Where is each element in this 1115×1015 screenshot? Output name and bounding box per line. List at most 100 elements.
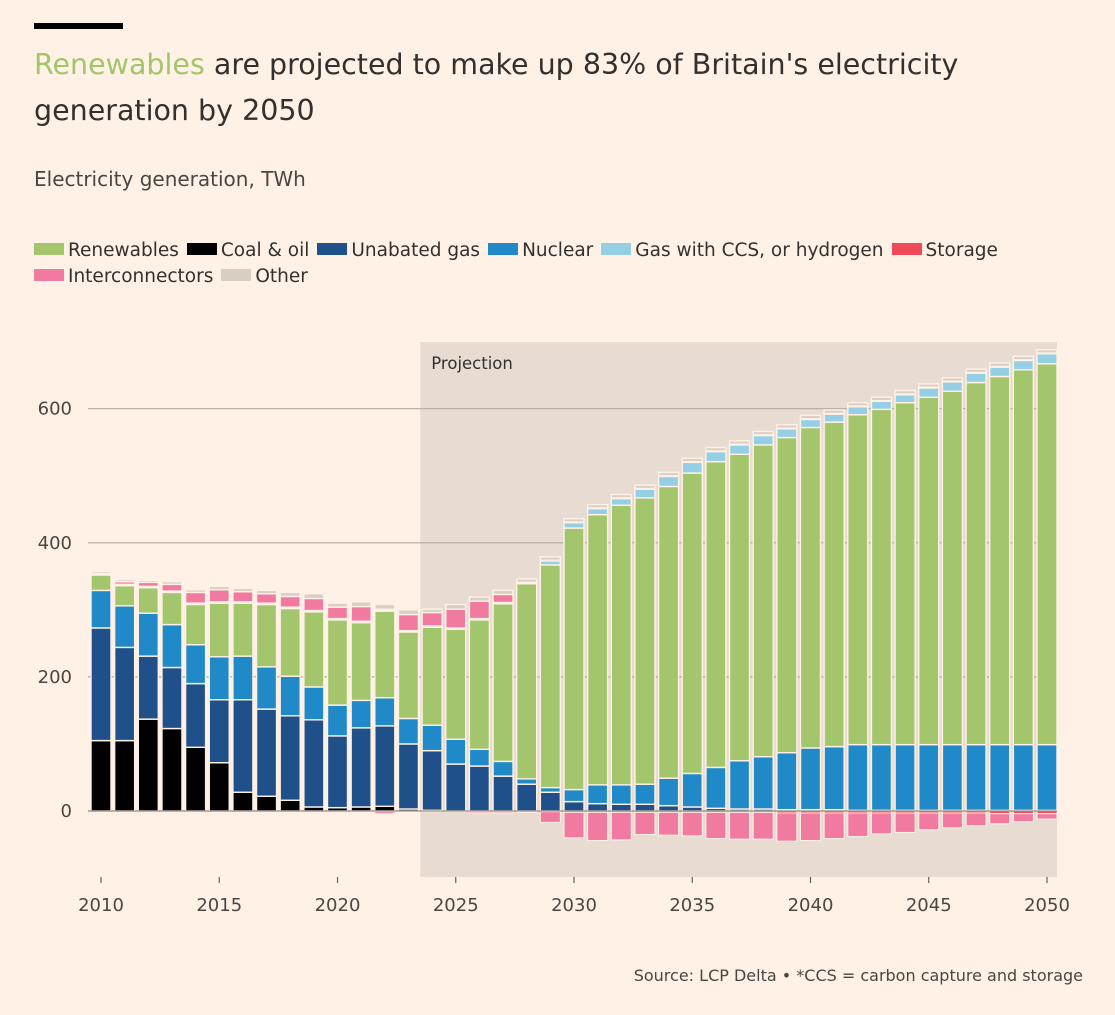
bar-segment-interconnectors-neg-2044 [894,812,916,833]
bar-segment-nuclear-2013 [161,623,183,669]
bar-segment-other-2049 [1012,355,1035,361]
legend-label: Renewables [68,240,179,261]
bar-segment-interconnectors-neg-2048 [989,813,1011,825]
bar-segment-other-2035 [681,457,703,463]
bar-segment-interconnectors-neg-2047 [965,812,987,827]
bar-segment-gas-ccs-hydrogen-2036 [705,450,727,463]
bar-segment-renewables-2023 [397,631,420,720]
bar-segment-interconnectors-neg-2028 [516,811,538,813]
bar-segment-gas-ccs-hydrogen-2047 [965,372,987,384]
y-tick-label: 200 [38,667,72,688]
bar-segment-renewables-2041 [823,421,845,748]
bar-segment-gas-ccs-hydrogen-2031 [586,507,609,516]
bar-segment-gas-ccs-hydrogen-2045 [918,387,940,399]
bar-segment-gas-ccs-hydrogen-2035 [681,461,703,474]
legend-item-storage: Storage [891,238,998,264]
bar-segment-other-2023 [397,609,420,616]
bar-segment-interconnectors-neg-2043 [870,812,892,835]
bar-segment-gas-ccs-hydrogen-2037 [728,444,751,455]
bar-segment-renewables-2034 [657,485,680,779]
bar-segment-nuclear-2040 [799,747,822,811]
legend-item-renewables: Renewables [34,238,179,264]
bar-segment-gas-ccs-hydrogen-2042 [847,405,869,416]
bar-segment-gas-ccs-hydrogen-2041 [823,413,845,423]
bar-segment-nuclear-2025 [445,738,467,765]
bar-segment-interconnectors-neg-2031 [587,811,609,842]
legend-swatch-interconnectors [34,269,64,281]
legend-swatch-renewables [34,243,64,255]
bar-segment-unabated-gas-2013 [161,666,183,730]
bar-segment-interconnectors-2021 [350,605,372,622]
bar-segment-interconnectors-2017 [255,593,278,604]
bar-segment-renewables-2035 [681,472,703,775]
bar-segment-interconnectors-2027 [492,593,514,604]
x-tick-label: 2020 [315,895,361,916]
bar-segment-unabated-gas-2014 [184,682,207,749]
bar-segment-other-2031 [586,503,609,509]
bar-segment-unabated-gas-2020 [326,735,349,809]
bar-segment-nuclear-2036 [705,766,727,810]
bar-segment-gas-ccs-hydrogen-2050 [1036,353,1058,365]
bar-segment-nuclear-2023 [397,717,420,745]
bar-segment-renewables-2021 [350,621,372,702]
bar-segment-other-2039 [776,424,798,429]
legend-item-unabated-gas: Unabated gas [317,238,480,264]
bar-segment-interconnectors-neg-2038 [752,811,774,840]
bar-segment-coal-oil-2022 [374,805,396,812]
bar-segment-renewables-2025 [445,628,467,740]
bar-segment-nuclear-2049 [1012,743,1035,812]
bar-segment-interconnectors-neg-2029 [539,811,561,823]
legend-label: Storage [925,240,998,261]
bar-segment-gas-ccs-hydrogen-2032 [610,497,632,506]
bar-segment-interconnectors-neg-2037 [729,811,751,840]
bar-segment-coal-oil-2017 [255,795,278,812]
bar-segment-gas-ccs-hydrogen-2039 [776,428,798,439]
bar-segment-other-2012 [137,579,160,584]
bar-segment-other-2010 [90,570,112,575]
legend-swatch-other [221,269,252,281]
source-note: Source: LCP Delta • *CCS = carbon captur… [633,966,1083,985]
x-tick-label: 2045 [906,895,952,916]
y-tick-label: 400 [38,533,72,554]
bar-segment-other-2045 [918,383,940,388]
legend-item-interconnectors: Interconnectors [34,264,213,290]
bar-segment-nuclear-2038 [752,755,774,810]
bar-segment-other-2036 [705,446,727,452]
bar-segment-other-2040 [799,414,822,420]
bar-segment-interconnectors-neg-2035 [681,811,703,837]
bar-segment-unabated-gas-2023 [397,743,420,810]
bar-segment-unabated-gas-2016 [232,698,254,793]
bar-segment-gas-ccs-hydrogen-2030 [563,521,585,529]
bar-segment-nuclear-2015 [208,656,230,701]
bar-segment-interconnectors-neg-2049 [1012,813,1034,823]
bar-segment-renewables-2033 [634,497,656,785]
bar-segment-nuclear-2021 [350,699,372,729]
bar-segment-renewables-2020 [326,619,349,706]
bar-segment-other-2032 [610,493,632,499]
legend-swatch-coal-oil [186,243,217,255]
bar-segment-nuclear-2026 [468,748,491,767]
legend-label: Coal & oil [220,240,310,261]
bar-segment-renewables-2042 [847,414,869,746]
legend-item-coal-oil: Coal & oil [186,238,310,264]
bar-segment-coal-oil-2014 [184,746,207,812]
bar-segment-interconnectors-neg-2030 [563,811,585,839]
bar-segment-gas-ccs-hydrogen-2048 [989,366,1011,378]
bar-segment-unabated-gas-2034 [657,804,680,812]
bar-segment-unabated-gas-2019 [303,719,325,808]
bar-segment-other-2026 [468,596,491,602]
bar-segment-interconnectors-2024 [421,611,443,627]
bar-segment-gas-ccs-hydrogen-2049 [1012,359,1035,371]
x-tick-label: 2050 [1024,895,1070,916]
bar-segment-interconnectors-2018 [279,595,301,608]
bar-segment-other-2033 [634,484,656,490]
bar-segment-renewables-2038 [752,444,774,758]
legend-label: Interconnectors [68,266,214,287]
bar-segment-unabated-gas-2012 [137,655,160,720]
bar-segment-nuclear-2047 [965,743,987,812]
x-tick-label: 2040 [788,895,834,916]
bar-segment-interconnectors-neg-2039 [776,812,798,842]
bar-segment-coal-oil-2016 [232,791,254,812]
bar-segment-renewables-2015 [208,602,230,658]
